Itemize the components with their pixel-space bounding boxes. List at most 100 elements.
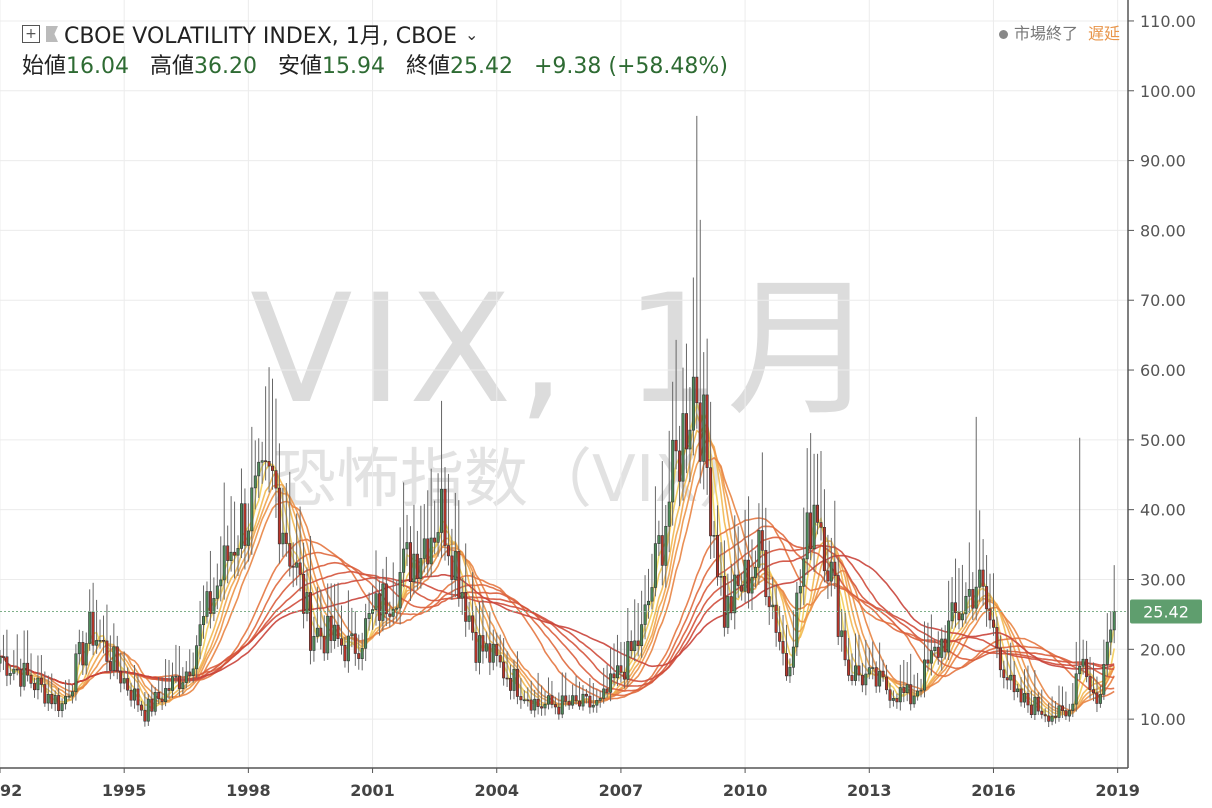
symbol-header[interactable]: + CBOE VOLATILITY INDEX, 1月, CBOE ⌄ xyxy=(22,18,478,50)
candle xyxy=(115,635,119,680)
grid-lines xyxy=(0,0,1128,768)
candle-body xyxy=(260,460,264,463)
candle-body xyxy=(629,641,633,652)
candle xyxy=(933,638,937,657)
candle xyxy=(270,378,274,490)
symbol-title[interactable]: CBOE VOLATILITY INDEX, 1月, CBOE xyxy=(64,24,458,49)
candle xyxy=(370,585,374,630)
candle-body xyxy=(805,512,809,560)
last-price-tag: 25.42 xyxy=(1130,599,1202,624)
candle xyxy=(767,540,771,625)
candle xyxy=(660,461,664,586)
candle-body xyxy=(550,695,554,705)
candle xyxy=(774,584,778,647)
candle xyxy=(1019,677,1023,707)
candle-body xyxy=(733,574,737,614)
candle-body xyxy=(671,439,675,503)
last-price-tag-bg xyxy=(1130,599,1202,624)
candle xyxy=(26,630,30,682)
candle-body xyxy=(367,613,371,619)
candle xyxy=(916,672,920,701)
candle xyxy=(764,507,768,606)
candle-body xyxy=(660,535,664,566)
add-symbol-icon[interactable]: + xyxy=(22,25,40,43)
candle-body xyxy=(836,575,840,637)
x-tick-label: 2016 xyxy=(971,781,1016,800)
candle-body xyxy=(581,693,585,707)
candle xyxy=(471,572,475,641)
candle xyxy=(105,604,109,673)
candle-body xyxy=(998,647,1002,671)
candle xyxy=(1061,686,1065,718)
candle xyxy=(971,572,975,620)
candle-body xyxy=(750,577,754,594)
candle xyxy=(174,644,178,684)
candle xyxy=(746,496,750,609)
candle xyxy=(819,451,823,541)
candle-body xyxy=(1022,693,1026,703)
flag-icon[interactable] xyxy=(46,26,58,42)
candle-body xyxy=(129,689,133,701)
candle-body xyxy=(139,704,143,711)
candle xyxy=(926,622,930,672)
candle xyxy=(805,448,809,576)
candle xyxy=(70,684,74,704)
candle xyxy=(543,691,547,716)
candle-body xyxy=(64,696,68,705)
watermark-symbol: VIX, 1月 xyxy=(250,263,883,437)
candle-body xyxy=(571,695,575,706)
candle xyxy=(1040,689,1044,719)
candle xyxy=(39,655,43,693)
candle xyxy=(398,527,402,625)
candle xyxy=(502,638,506,686)
candle-body xyxy=(353,633,357,654)
candle xyxy=(878,642,882,693)
candle-body xyxy=(133,688,137,701)
candle-body xyxy=(564,695,568,702)
candle-body xyxy=(157,691,161,700)
candle-body xyxy=(1054,715,1058,718)
candle xyxy=(567,694,571,710)
candle-body xyxy=(319,627,323,637)
chevron-down-icon[interactable]: ⌄ xyxy=(465,24,479,44)
candle xyxy=(1105,613,1109,677)
candle xyxy=(436,473,440,557)
candle-body xyxy=(264,460,268,463)
candle xyxy=(153,687,157,716)
candle-body xyxy=(709,467,713,537)
candle-body xyxy=(164,688,168,703)
candle-body xyxy=(546,695,550,705)
candle-body xyxy=(650,587,654,602)
candle-body xyxy=(819,522,823,528)
candle-body xyxy=(395,607,399,610)
candle-body xyxy=(1081,658,1085,667)
candle-body xyxy=(802,558,806,587)
candle-body xyxy=(284,532,288,544)
candle-body xyxy=(53,695,57,705)
candle xyxy=(119,652,123,693)
candle xyxy=(981,539,985,606)
candle xyxy=(560,672,564,719)
candle xyxy=(1002,660,1006,689)
candle xyxy=(891,690,895,707)
candle-body xyxy=(736,574,740,586)
ma-line-15 xyxy=(0,456,1115,712)
candle xyxy=(343,636,347,668)
candle xyxy=(1081,639,1085,675)
candle-body xyxy=(729,596,733,614)
candle xyxy=(815,453,819,535)
candle xyxy=(781,614,785,666)
change-value: +9.38 (+58.48%) xyxy=(534,54,728,79)
candle xyxy=(995,616,999,659)
candle-body xyxy=(760,530,764,551)
candle-body xyxy=(29,674,33,684)
candle-body xyxy=(919,689,923,692)
candle-body xyxy=(722,575,726,628)
candle xyxy=(474,606,478,672)
candle xyxy=(705,338,709,495)
candle-body xyxy=(929,650,933,664)
candle xyxy=(133,665,137,709)
candle xyxy=(281,487,285,558)
candle xyxy=(522,690,526,704)
